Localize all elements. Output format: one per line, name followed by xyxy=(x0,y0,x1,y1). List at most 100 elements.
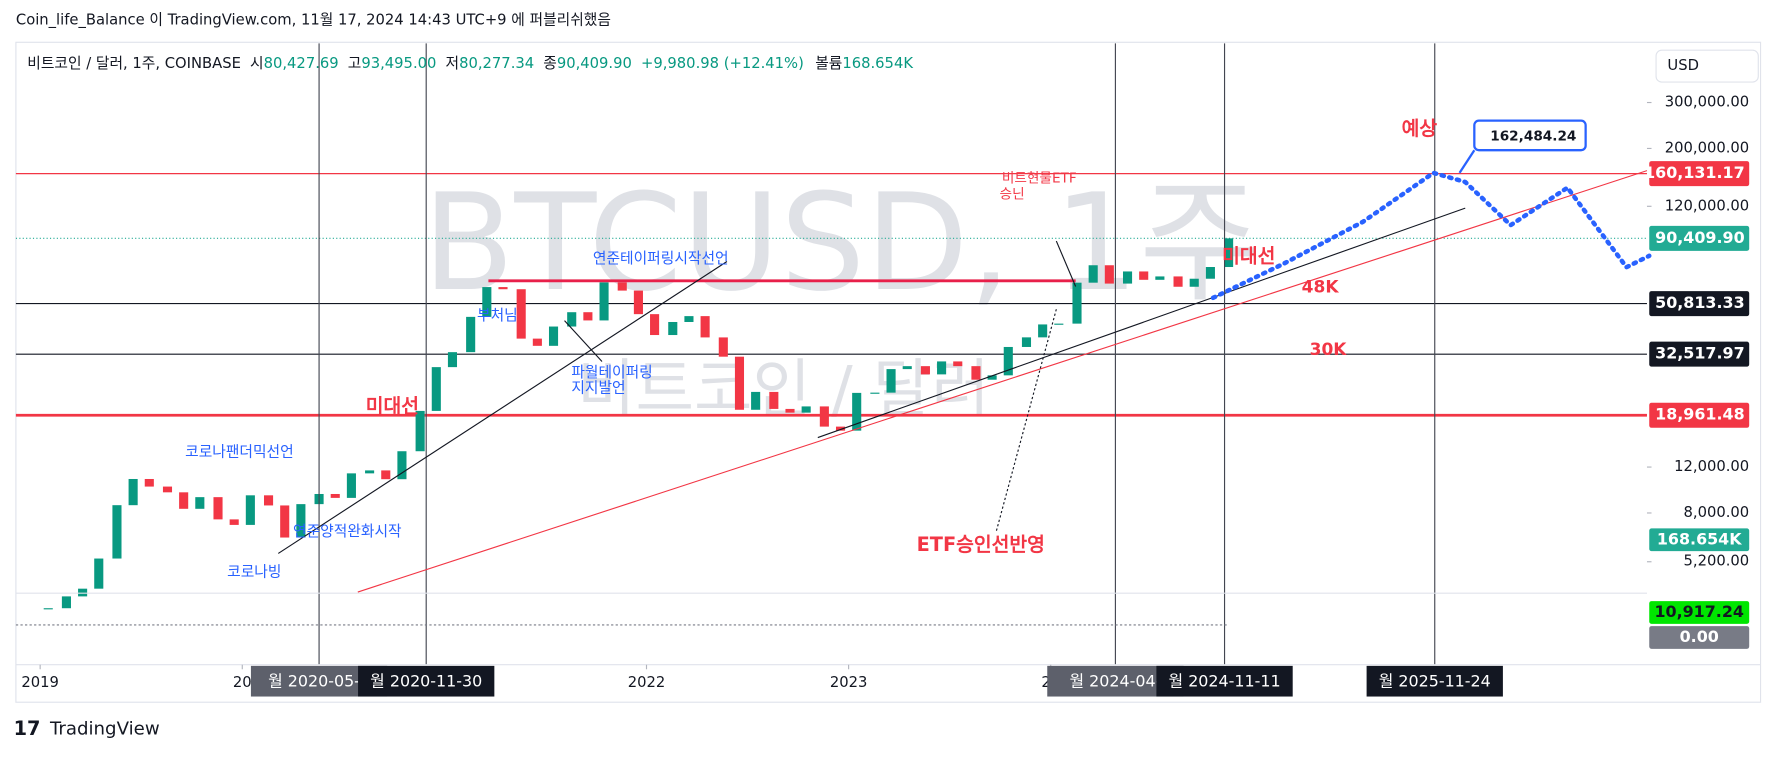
date-marker-box xyxy=(358,665,495,697)
annotation: 예상 xyxy=(1402,117,1438,140)
candle xyxy=(819,406,829,427)
candle xyxy=(397,451,407,480)
candle xyxy=(902,366,912,370)
annotation: 파월테이퍼링 xyxy=(571,364,652,381)
pointer-line xyxy=(995,309,1057,532)
watermark-name: 비트코인 / 달러 xyxy=(577,352,990,426)
ohlc-value: 93,495.00 xyxy=(361,55,436,72)
candle xyxy=(128,478,138,506)
candle xyxy=(330,493,340,498)
callout-tail xyxy=(1458,149,1476,174)
candle xyxy=(1104,265,1114,284)
indicator-badge-label: 0.00 xyxy=(1680,627,1719,646)
y-tick-label: 200,000.00 xyxy=(1665,139,1749,156)
candle xyxy=(112,505,122,559)
candle xyxy=(971,366,981,380)
candle xyxy=(482,287,492,317)
candle xyxy=(61,596,71,609)
candle xyxy=(1088,265,1098,283)
indicator-badge xyxy=(1649,528,1750,552)
pointer-line xyxy=(564,320,603,362)
candle xyxy=(447,352,458,368)
price-badge-label: 18,961.48 xyxy=(1655,405,1744,424)
y-tick-label: 12,000.00 xyxy=(1674,458,1749,475)
candle xyxy=(516,289,526,339)
y-tick-label: 120,000.00 xyxy=(1665,197,1749,214)
price-badge-label: 32,517.97 xyxy=(1655,344,1744,363)
ohlc-value: 80,277.34 xyxy=(459,55,534,72)
x-tick-label: 20 xyxy=(233,674,252,691)
candle xyxy=(263,495,274,506)
price-badge xyxy=(1649,161,1750,187)
ohlc-label: 저 xyxy=(446,55,460,72)
annotation: 지지발언 xyxy=(571,380,625,397)
price-badge xyxy=(1649,291,1750,317)
candle xyxy=(801,406,811,413)
date-marker-label: 월 2025-11-24 xyxy=(1379,671,1491,690)
change: +9,980.98 (+12.41%) xyxy=(641,55,804,72)
candle xyxy=(144,478,154,487)
candle xyxy=(179,492,189,509)
callout-box xyxy=(1473,119,1587,152)
price-badge-label: 160,131.17 xyxy=(1644,163,1745,182)
footer: 17 TradingView xyxy=(14,717,160,740)
price-badge xyxy=(1649,402,1750,428)
candle xyxy=(548,326,559,346)
price-badge-label: 90,409.90 xyxy=(1655,228,1744,247)
annotation: 비트현물ETF xyxy=(1002,171,1077,187)
y-tick-label: 8,000.00 xyxy=(1684,504,1750,521)
candle xyxy=(94,558,104,589)
candle xyxy=(466,316,476,353)
logo: 17 xyxy=(14,717,41,740)
ohlc-label: 시 xyxy=(250,55,264,72)
trend-line xyxy=(817,207,1466,439)
currency-label[interactable]: USD xyxy=(1667,57,1699,74)
markers: 월 2020-05-1 월 2020-11-30 월 2024-04- 월 2024-… xyxy=(250,665,1503,697)
candle xyxy=(835,426,846,431)
candle xyxy=(650,314,660,336)
candle xyxy=(1224,238,1234,268)
candle xyxy=(381,470,391,480)
candle xyxy=(1038,324,1048,338)
annotation: 코로나빙 xyxy=(227,564,281,581)
candle xyxy=(1139,271,1149,280)
candle xyxy=(245,495,255,525)
annotation: 30K xyxy=(1310,340,1348,360)
candle xyxy=(296,504,306,538)
date-marker-label: 월 2020-11-30 xyxy=(370,671,482,690)
currency-button[interactable] xyxy=(1655,49,1759,83)
candle xyxy=(78,588,88,597)
candle xyxy=(987,375,997,380)
candle xyxy=(280,505,290,538)
candle xyxy=(346,473,356,498)
legend: 비트코인 / 달러, 1주, COINBASE 시80,427.69 고93,495… xyxy=(27,55,913,72)
candle xyxy=(567,312,577,327)
candle xyxy=(431,367,441,411)
date-marker-label: 월 2020-05-1 xyxy=(268,671,370,690)
date-marker-box xyxy=(1156,665,1293,697)
candle xyxy=(852,392,862,431)
candle xyxy=(633,290,643,315)
indicator-badge xyxy=(1649,601,1750,624)
candle xyxy=(734,356,745,410)
volume-label: 볼륨 xyxy=(815,55,842,72)
ohlc-label: 종 xyxy=(543,55,557,72)
indicator-badge xyxy=(1649,626,1750,649)
candle xyxy=(668,321,678,336)
candle xyxy=(213,497,223,520)
candle xyxy=(870,392,880,394)
publish-line: Coin_life_Balance 이 TradingView.com, 11월… xyxy=(16,12,611,29)
trend-line xyxy=(357,170,1648,593)
date-marker-label: 월 2024-11-11 xyxy=(1169,671,1281,690)
trend-line xyxy=(277,261,728,554)
candle xyxy=(365,470,375,474)
annotation: 연준테이퍼링시작선언 xyxy=(593,250,729,267)
candle xyxy=(583,312,593,321)
candle xyxy=(532,338,542,346)
candle xyxy=(1205,267,1215,279)
drawings xyxy=(277,119,1652,593)
date-marker-label: 월 2024-04- xyxy=(1070,671,1162,690)
candle xyxy=(751,391,761,410)
candle xyxy=(785,408,795,413)
